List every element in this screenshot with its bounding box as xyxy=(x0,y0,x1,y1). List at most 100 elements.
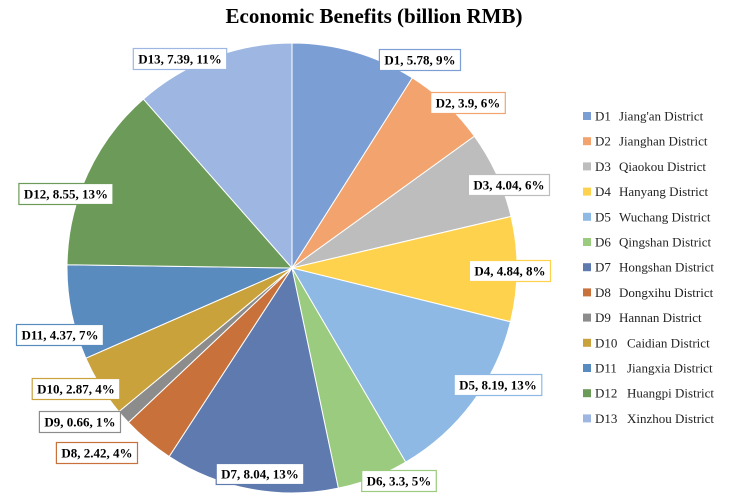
data-label-text: D13, 7.39, 11% xyxy=(138,52,221,67)
data-label-box xyxy=(31,377,121,401)
legend-code: D11 xyxy=(595,361,617,376)
legend-label: Wuchang District xyxy=(619,209,711,224)
data-label-d9: D9, 0.66, 1% xyxy=(38,410,122,434)
legend-swatch xyxy=(583,414,591,423)
data-label-box xyxy=(132,47,228,71)
data-label-d7: D7, 8.04, 13% xyxy=(215,462,305,486)
data-label-box xyxy=(378,48,462,72)
data-label-box xyxy=(215,462,305,486)
legend-swatch xyxy=(583,212,591,221)
legend-item-d6: D6 Qingshan District xyxy=(583,235,711,250)
legend-code: D9 xyxy=(595,310,611,325)
legend-code: D12 xyxy=(595,386,617,401)
data-label-box xyxy=(453,373,543,397)
legend-label: Qiaokou District xyxy=(619,159,706,174)
legend-swatch xyxy=(583,112,591,120)
legend-label: Jiangxia District xyxy=(627,361,713,376)
data-label-text: D12, 8.55, 13% xyxy=(24,187,108,202)
legend-swatch xyxy=(583,162,591,171)
legend-code: D8 xyxy=(595,285,611,300)
legend-label: Caidian District xyxy=(627,335,710,350)
data-label-d8: D8, 2.42, 4% xyxy=(55,441,139,465)
data-label-box xyxy=(430,91,506,115)
data-label-box xyxy=(361,469,437,493)
data-label-text: D1, 5.78, 9% xyxy=(384,53,455,68)
legend-code: D10 xyxy=(595,335,617,350)
data-label-box xyxy=(18,182,114,206)
data-label-box xyxy=(55,441,139,465)
data-label-text: D4, 4.84, 8% xyxy=(474,264,545,279)
legend-item-d4: D4 Hanyang District xyxy=(583,184,709,199)
pie-slice-d5 xyxy=(290,267,512,463)
legend-item-d7: D7 Hongshan District xyxy=(583,260,714,275)
legend-label: Hongshan District xyxy=(619,260,714,275)
data-label-box xyxy=(467,173,551,197)
data-label-text: D7, 8.04, 13% xyxy=(221,467,299,482)
data-label-text: D10, 2.87, 4% xyxy=(37,382,115,397)
legend-label: Hannan District xyxy=(619,310,702,325)
legend-swatch xyxy=(583,313,591,322)
data-labels: D1, 5.78, 9% D2, 3.9, 6% D3, 4.04, 6% D4, 4… xyxy=(15,47,552,493)
data-label-text: D3, 4.04, 6% xyxy=(473,178,544,193)
data-label-d1: D1, 5.78, 9% xyxy=(378,48,462,72)
data-label-box xyxy=(15,323,105,347)
legend-code: D7 xyxy=(595,260,611,275)
pie-slice-d1 xyxy=(291,42,414,270)
legend-label: Qingshan District xyxy=(619,235,711,250)
data-label-text: D6, 3.3, 5% xyxy=(367,474,432,489)
data-label-box xyxy=(468,259,552,283)
legend-swatch xyxy=(583,137,591,146)
legend-label: Hanyang District xyxy=(619,184,709,199)
legend-item-d5: D5 Wuchang District xyxy=(583,209,711,224)
legend-item-d3: D3 Qiaokou District xyxy=(583,159,706,174)
data-label-text: D5, 8.19, 13% xyxy=(459,378,537,393)
data-label-text: D8, 2.42, 4% xyxy=(61,446,132,461)
legend-code: D5 xyxy=(595,209,611,224)
legend-item-d8: D8 Dongxihu District xyxy=(583,285,714,300)
legend: D1 Jiang'an District D2 Jianghan District D3… xyxy=(583,109,714,426)
data-label-text: D9, 0.66, 1% xyxy=(44,415,115,430)
data-label-d13: D13, 7.39, 11% xyxy=(132,47,228,71)
legend-code: D3 xyxy=(595,159,611,174)
pie-slice-d12 xyxy=(66,98,294,269)
legend-item-d12: D12 Huangpi District xyxy=(583,386,714,401)
legend-item-d9: D9 Hannan District xyxy=(583,310,702,325)
legend-label: Jiang'an District xyxy=(619,109,704,124)
legend-code: D4 xyxy=(595,184,611,199)
legend-item-d13: D13 Xinzhou District xyxy=(583,411,714,426)
data-label-d10: D10, 2.87, 4% xyxy=(31,377,121,401)
legend-swatch xyxy=(583,364,591,372)
legend-swatch xyxy=(583,238,591,246)
legend-item-d1: D1 Jiang'an District xyxy=(583,109,704,124)
data-label-box xyxy=(38,410,122,434)
data-label-d2: D2, 3.9, 6% xyxy=(430,91,506,115)
legend-item-d11: D11 Jiangxia District xyxy=(583,361,713,376)
legend-code: D6 xyxy=(595,235,611,250)
legend-swatch xyxy=(583,288,591,297)
data-label-d11: D11, 4.37, 7% xyxy=(15,323,105,347)
legend-label: Xinzhou District xyxy=(627,411,714,426)
pie-slices xyxy=(66,42,518,494)
legend-item-d2: D2 Jianghan District xyxy=(583,134,708,149)
data-label-text: D2, 3.9, 6% xyxy=(436,96,501,111)
legend-swatch xyxy=(583,338,591,347)
pie-slice-d7 xyxy=(168,266,339,494)
legend-swatch xyxy=(583,389,591,398)
data-label-d3: D3, 4.04, 6% xyxy=(467,173,551,197)
data-label-d12: D12, 8.55, 13% xyxy=(18,182,114,206)
legend-item-d10: D10 Caidian District xyxy=(583,335,710,350)
chart-title: Economic Benefits (billion RMB) xyxy=(226,4,523,28)
legend-code: D13 xyxy=(595,411,617,426)
data-label-text: D11, 4.37, 7% xyxy=(22,328,99,343)
data-label-d4: D4, 4.84, 8% xyxy=(468,259,552,283)
data-label-d5: D5, 8.19, 13% xyxy=(453,373,543,397)
legend-label: Jianghan District xyxy=(619,134,708,149)
legend-code: D1 xyxy=(595,109,611,124)
legend-swatch xyxy=(583,187,591,196)
legend-label: Huangpi District xyxy=(627,386,714,401)
legend-label: Dongxihu District xyxy=(619,285,714,300)
legend-swatch xyxy=(583,263,591,272)
data-label-d6: D6, 3.3, 5% xyxy=(361,469,437,493)
legend-code: D2 xyxy=(595,134,611,149)
